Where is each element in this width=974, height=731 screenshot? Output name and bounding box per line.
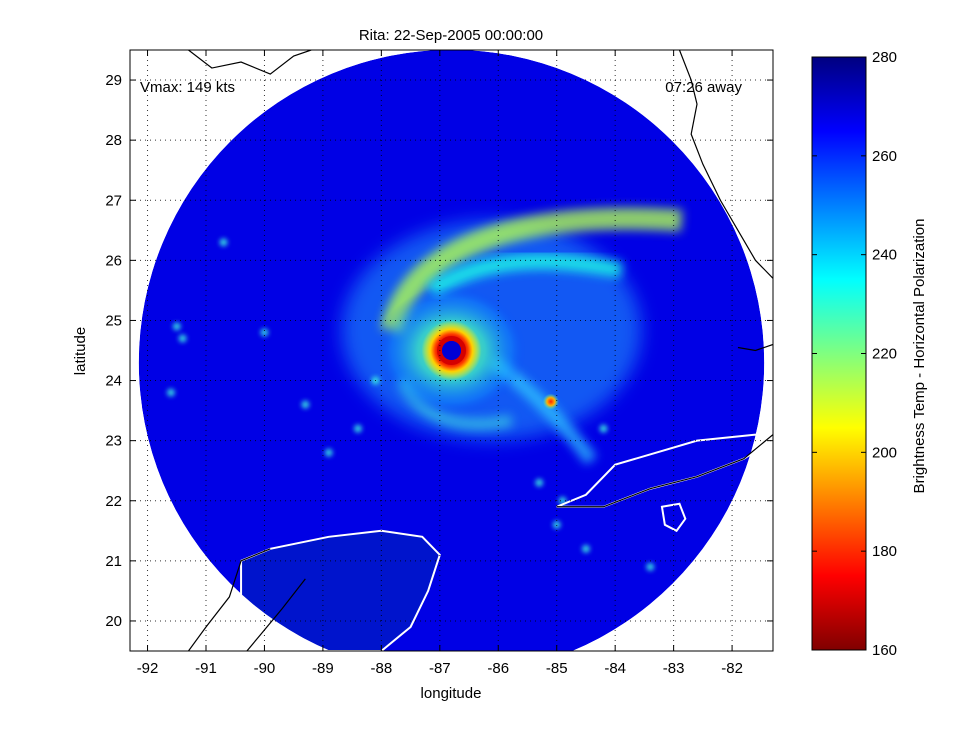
spiral-band-inner xyxy=(427,253,624,298)
y-tick-label: 26 xyxy=(105,252,122,269)
coastline xyxy=(246,578,306,651)
colorbar-tick-label: 280 xyxy=(872,49,897,66)
x-tick-label: -90 xyxy=(254,660,276,677)
convective-cell xyxy=(535,478,544,487)
x-tick-label: -87 xyxy=(429,660,451,677)
time-away-annotation: 07:26 away xyxy=(665,79,742,96)
colorbar-tick-label: 260 xyxy=(872,148,897,165)
coastline xyxy=(737,343,773,352)
y-tick-label: 25 xyxy=(105,312,122,329)
convective-cell xyxy=(219,238,228,247)
convective-cell xyxy=(599,424,608,433)
x-tick-label: -88 xyxy=(371,660,393,677)
convective-cell xyxy=(166,388,175,397)
x-tick-label: -82 xyxy=(721,660,743,677)
convective-cell xyxy=(646,562,655,571)
coastline xyxy=(678,50,773,279)
y-tick-label: 21 xyxy=(105,553,122,570)
coastlines xyxy=(187,50,773,651)
y-tick-label: 24 xyxy=(105,373,122,390)
colorbar-label: Brightness Temp - Horizontal Polarizatio… xyxy=(911,219,928,494)
convective-cell xyxy=(581,544,590,553)
x-axis-label: longitude xyxy=(421,685,482,702)
coastline xyxy=(187,548,271,651)
x-tick-label: -92 xyxy=(137,660,159,677)
y-axis: 20 21 22 23 24 25 26 27 28 29 xyxy=(105,72,773,630)
y-axis-label: latitude xyxy=(72,327,89,375)
yucatan-outline xyxy=(240,529,441,651)
vmax-annotation: Vmax: 149 kts xyxy=(140,79,235,96)
spiral-band-north xyxy=(380,207,683,334)
x-tick-label: -85 xyxy=(546,660,568,677)
convective-cell xyxy=(301,400,310,409)
isla-juventud-outline xyxy=(660,502,687,533)
y-tick-label: 20 xyxy=(105,613,122,630)
y-tick-label: 27 xyxy=(105,192,122,209)
convective-cell xyxy=(552,520,561,529)
grid-lines xyxy=(130,50,773,651)
axes-frame xyxy=(129,49,774,652)
chart-title: Rita: 22-Sep-2005 00:00:00 xyxy=(359,27,543,44)
colorbar-tick-label: 160 xyxy=(872,642,897,659)
x-tick-label: -83 xyxy=(663,660,685,677)
y-tick-label: 22 xyxy=(105,493,122,510)
x-axis: -92 -91 -90 -89 -88 -87 -86 -85 -84 -83 -82 xyxy=(137,50,743,677)
colorbar-tick-label: 180 xyxy=(872,543,897,560)
coastline xyxy=(556,434,773,508)
eye xyxy=(442,341,461,360)
convective-cell xyxy=(178,334,187,343)
plot-area xyxy=(130,50,773,651)
colorbar-tick-label: 240 xyxy=(872,247,897,264)
colorbar xyxy=(811,56,867,651)
y-tick-label: 23 xyxy=(105,433,122,450)
colorbar-ticks: 160 180 200 220 240 260 280 xyxy=(812,49,897,659)
x-tick-label: -86 xyxy=(487,660,509,677)
convective-cell xyxy=(353,424,362,433)
coastline xyxy=(188,50,312,75)
y-tick-label: 28 xyxy=(105,132,122,149)
x-tick-label: -91 xyxy=(195,660,217,677)
convective-cell xyxy=(172,322,181,331)
convective-cell xyxy=(324,448,333,457)
y-tick-label: 29 xyxy=(105,72,122,89)
convective-cell xyxy=(260,328,269,337)
brightness-swath xyxy=(138,50,765,651)
colorbar-tick-label: 200 xyxy=(872,444,897,461)
x-tick-label: -84 xyxy=(604,660,626,677)
hotspot xyxy=(542,393,559,410)
x-tick-label: -89 xyxy=(312,660,334,677)
colorbar-tick-label: 220 xyxy=(872,346,897,363)
